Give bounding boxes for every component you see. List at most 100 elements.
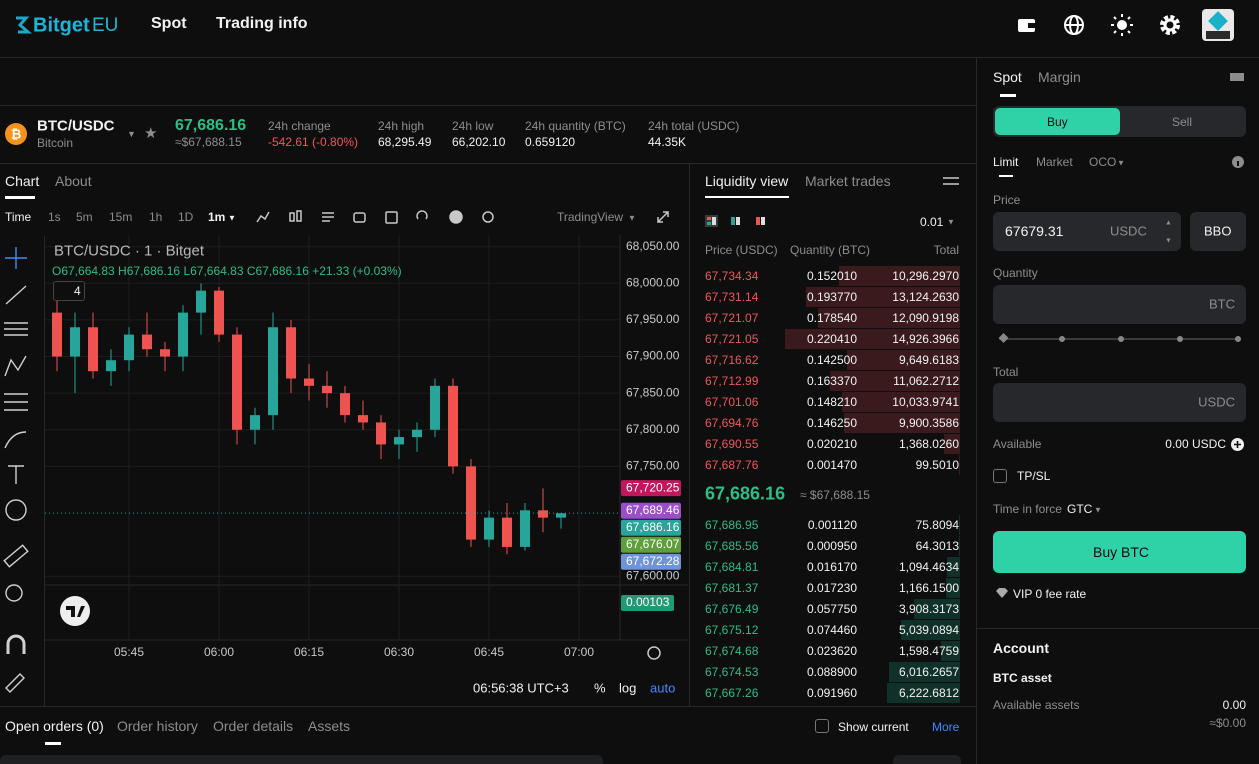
text-tool[interactable]: [8, 465, 24, 484]
book-price[interactable]: 67,674.68: [705, 644, 759, 658]
book-price[interactable]: 67,690.55: [705, 437, 759, 451]
calendar-icon[interactable]: [385, 211, 398, 224]
pair[interactable]: BTC/USDC: [37, 117, 115, 135]
bottom-tab[interactable]: Order details: [213, 718, 294, 734]
add-icon[interactable]: [449, 210, 463, 224]
camera-icon[interactable]: [353, 212, 366, 223]
pattern-tool[interactable]: [4, 355, 27, 377]
sell-tab[interactable]: Sell: [1172, 115, 1193, 129]
buy-tab[interactable]: Buy: [1047, 115, 1068, 129]
indicator-icon[interactable]: [256, 211, 270, 223]
logo[interactable]: Bitget: [33, 14, 90, 37]
nav-item[interactable]: Spot: [151, 15, 187, 32]
book-price[interactable]: 67,685.56: [705, 539, 759, 553]
book-price[interactable]: 67,684.81: [705, 560, 759, 574]
precision-dropdown[interactable]: ▼: [947, 217, 955, 227]
book-price[interactable]: 67,712.99: [705, 374, 759, 388]
interval[interactable]: 15m: [109, 210, 133, 224]
auto-toggle[interactable]: auto: [650, 680, 676, 696]
order-type[interactable]: Market: [1036, 155, 1073, 169]
avatar[interactable]: [1202, 9, 1234, 41]
tif-value[interactable]: GTC: [1067, 502, 1093, 516]
trendline-tool[interactable]: [5, 285, 27, 305]
book-price[interactable]: 67,676.49: [705, 602, 759, 616]
interval[interactable]: 1h: [149, 210, 163, 224]
book-price[interactable]: 67,674.53: [705, 665, 759, 679]
scale-settings[interactable]: [647, 646, 661, 660]
replay-icon[interactable]: [416, 210, 428, 220]
book-price[interactable]: 67,721.07: [705, 311, 759, 325]
tpsl-checkbox[interactable]: [993, 469, 1007, 483]
provider-dropdown[interactable]: ▼: [628, 213, 636, 223]
theme-icon[interactable]: [1110, 13, 1134, 37]
price-down[interactable]: ▼: [1165, 237, 1172, 245]
orderbook-settings[interactable]: [943, 174, 959, 188]
form-tab[interactable]: Margin: [1038, 69, 1081, 85]
chart-tab[interactable]: About: [55, 173, 92, 189]
form-tab[interactable]: Spot: [993, 69, 1022, 85]
favorite-icon[interactable]: ★: [144, 125, 158, 142]
bbo-button[interactable]: [1190, 212, 1246, 251]
interval[interactable]: 1m: [208, 210, 226, 224]
ruler-tool[interactable]: [3, 544, 29, 568]
magnet-tool[interactable]: [6, 634, 26, 654]
settings-icon[interactable]: [482, 211, 494, 223]
book-price[interactable]: 67,721.05: [705, 332, 759, 346]
indicator-toggle[interactable]: [53, 281, 85, 301]
quantity-slider[interactable]: [995, 332, 1245, 346]
nav-item[interactable]: Trading info: [216, 15, 308, 32]
info-icon[interactable]: [1232, 156, 1244, 168]
book-price[interactable]: 67,701.06: [705, 395, 759, 409]
zoom-tool[interactable]: [5, 584, 23, 602]
book-price[interactable]: 67,731.14: [705, 290, 759, 304]
brush-tool[interactable]: [4, 431, 27, 449]
emoji-tool[interactable]: [5, 499, 27, 521]
order-type[interactable]: OCO: [1089, 155, 1117, 169]
log-toggle[interactable]: log: [619, 680, 637, 696]
price-up[interactable]: ▲: [1165, 219, 1172, 227]
order-type[interactable]: Limit: [993, 155, 1019, 169]
lines-tool[interactable]: [4, 322, 28, 336]
oco-dropdown[interactable]: ▼: [1117, 158, 1125, 168]
candle-type-icon[interactable]: [289, 210, 302, 222]
wallet-icon[interactable]: [1015, 14, 1039, 36]
show-current-checkbox[interactable]: [815, 719, 829, 733]
price-input[interactable]: [993, 212, 1181, 251]
interval[interactable]: 5m: [76, 210, 93, 224]
chart-provider[interactable]: TradingView: [557, 210, 624, 224]
fullscreen-icon[interactable]: [656, 210, 670, 224]
crosshair-tool[interactable]: [5, 247, 27, 269]
view-bids[interactable]: [731, 217, 740, 225]
book-price[interactable]: 67,694.76: [705, 416, 759, 430]
fib-tool[interactable]: [4, 393, 28, 411]
book-price[interactable]: 67,716.62: [705, 353, 759, 367]
fee-link[interactable]: VIP 0 fee rate: [1013, 587, 1087, 601]
view-both[interactable]: [705, 215, 718, 227]
book-price[interactable]: 67,681.37: [705, 581, 759, 595]
interval-dropdown[interactable]: ▼: [228, 213, 236, 223]
precision-select[interactable]: 0.01: [920, 215, 944, 229]
total-input[interactable]: [993, 383, 1246, 422]
layout-icon[interactable]: [322, 212, 334, 222]
interval[interactable]: 1s: [48, 210, 61, 224]
book-price[interactable]: 67,734.34: [705, 269, 759, 283]
language-icon[interactable]: [1062, 13, 1086, 37]
view-asks[interactable]: [756, 217, 765, 225]
tif-dropdown[interactable]: ▼: [1094, 505, 1102, 515]
quantity-input[interactable]: [993, 285, 1246, 324]
bottom-tab[interactable]: Order history: [117, 718, 198, 734]
orderbook-tab[interactable]: Liquidity view: [705, 173, 789, 189]
book-price[interactable]: 67,686.95: [705, 518, 759, 532]
more-link[interactable]: More: [932, 720, 960, 734]
settings-icon[interactable]: [1158, 13, 1182, 37]
buy-button[interactable]: [993, 531, 1246, 573]
book-price[interactable]: 67,667.26: [705, 686, 759, 700]
chart-tab[interactable]: Chart: [5, 173, 40, 189]
interval[interactable]: 1D: [178, 210, 194, 224]
pair-dropdown[interactable]: ▼: [127, 129, 136, 139]
lock-tool[interactable]: [5, 673, 25, 693]
orderbook-tab[interactable]: Market trades: [805, 173, 891, 189]
book-price[interactable]: 67,687.76: [705, 458, 759, 472]
deposit-icon[interactable]: [1231, 438, 1244, 451]
bottom-tab[interactable]: Assets: [308, 718, 351, 734]
